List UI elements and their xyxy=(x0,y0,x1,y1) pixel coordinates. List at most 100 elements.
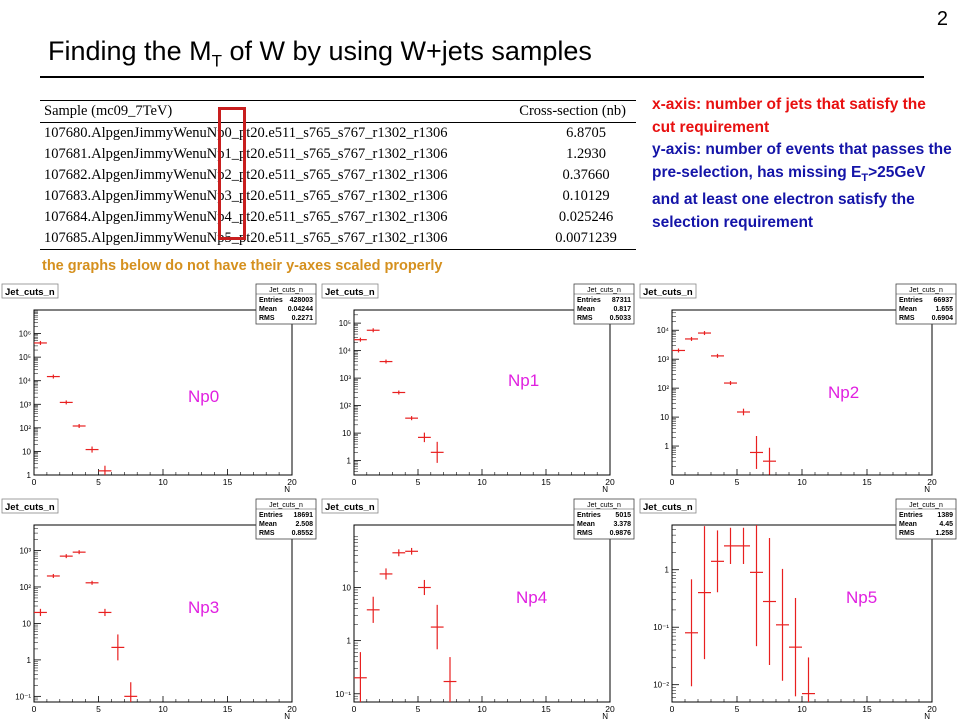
table-row: 107682.AlpgenJimmyWenuNp2_pt20.e511_s765… xyxy=(40,165,636,186)
data-point xyxy=(802,657,815,702)
x-tick-label: 0 xyxy=(670,477,675,487)
chart-title-text: Jet_cuts_n xyxy=(5,287,55,298)
xaxis-description: x-axis: number of jets that satisfy the … xyxy=(652,96,926,136)
data-point xyxy=(672,348,685,353)
yaxis-pre: y-axis: number of events that passes the… xyxy=(652,141,952,181)
stats-value: 5015 xyxy=(615,512,631,519)
data-point xyxy=(85,580,99,585)
stats-title: Jet_cuts_n xyxy=(909,287,943,294)
scaling-note: the graphs below do not have their y-axe… xyxy=(42,258,443,274)
chart-panel-np0: Jet_cuts_n Jet_cuts_n Entries 428003 Mean 0.0… xyxy=(0,282,318,493)
x-tick-label: 20 xyxy=(927,477,937,487)
title-suffix: of W by using W+jets samples xyxy=(221,36,592,66)
y-tick-label: 10⁴ xyxy=(657,326,670,335)
y-tick-label: 10⁵ xyxy=(339,319,351,328)
yaxis-description: y-axis: number of events that passes the… xyxy=(652,139,952,234)
data-point xyxy=(59,400,73,405)
stats-value: 0.8552 xyxy=(292,530,314,537)
data-point xyxy=(711,530,724,593)
y-tick-label: 1 xyxy=(665,566,670,575)
x-tick-label: 20 xyxy=(605,704,615,714)
chart-title: Jet_cuts_n xyxy=(639,498,697,514)
y-tick-label: 1 xyxy=(347,457,352,466)
table-body: 107680.AlpgenJimmyWenuNp0_pt20.e511_s765… xyxy=(40,123,636,250)
table-row: 107684.AlpgenJimmyWenuNp4_pt20.e511_s765… xyxy=(40,207,636,228)
y-tick-label: 10² xyxy=(19,424,31,433)
stats-value: 0.817 xyxy=(613,306,631,313)
y-tick-label: 10² xyxy=(657,384,669,393)
y-tick-label: 10⁻¹ xyxy=(15,692,31,701)
x-tick-label: 10 xyxy=(477,477,487,487)
sample-label: Np0 xyxy=(188,387,219,406)
chart-panel-np5: Jet_cuts_n Jet_cuts_n Entries 1389 Mean 4.45 R… xyxy=(638,497,958,720)
stats-key: Mean xyxy=(577,521,595,528)
stats-value: 3.378 xyxy=(613,521,631,528)
stats-value: 66937 xyxy=(934,297,954,304)
stats-title: Jet_cuts_n xyxy=(269,502,303,509)
x-tick-label: 15 xyxy=(862,477,872,487)
table-row: 107681.AlpgenJimmyWenuNp1_pt20.e511_s765… xyxy=(40,144,636,165)
stats-key: Mean xyxy=(259,306,277,313)
x-axis-label: N xyxy=(284,712,290,720)
stats-key: Entries xyxy=(899,297,923,304)
stats-value: 0.9876 xyxy=(610,530,632,537)
yaxis-post: >25GeV and at least one electron satisfy… xyxy=(652,163,926,231)
title-prefix: Finding the M xyxy=(48,36,212,66)
chart-title-text: Jet_cuts_n xyxy=(643,502,693,513)
stats-key: RMS xyxy=(899,530,915,537)
data-point xyxy=(98,608,112,617)
x-tick-label: 5 xyxy=(96,704,101,714)
stats-box: Jet_cuts_n Entries 66937 Mean 1.655 RMS 0.6904 xyxy=(895,283,957,325)
x-tick-label: 5 xyxy=(96,477,101,487)
x-tick-label: 10 xyxy=(797,704,807,714)
y-tick-label: 10 xyxy=(342,429,351,438)
y-tick-label: 1 xyxy=(27,471,32,480)
data-point xyxy=(85,446,99,453)
chart-panel-np1: Jet_cuts_n Jet_cuts_n Entries 87311 Mean 0.81… xyxy=(320,282,636,493)
stats-key: RMS xyxy=(577,530,593,537)
data-point xyxy=(72,550,86,555)
x-tick-label: 15 xyxy=(223,477,233,487)
sample-label: Np5 xyxy=(846,588,877,607)
yaxis-subscript: T xyxy=(861,171,869,184)
y-tick-label: 10 xyxy=(22,619,31,628)
y-tick-label: 10⁵ xyxy=(19,353,31,362)
stats-value: 18691 xyxy=(294,512,314,519)
chart-np2: Jet_cuts_n Jet_cuts_n Entries 66937 Mean 1.65… xyxy=(638,282,958,493)
axis-description: x-axis: number of jets that satisfy the … xyxy=(652,94,952,234)
data-point xyxy=(685,579,698,687)
y-tick-label: 1 xyxy=(27,656,32,665)
stats-key: Entries xyxy=(259,512,283,519)
data-point xyxy=(379,568,393,580)
y-tick-label: 10³ xyxy=(19,546,31,555)
data-point xyxy=(98,465,112,475)
data-point xyxy=(366,328,380,333)
sample-label: Np4 xyxy=(516,588,547,607)
x-axis-label: N xyxy=(924,712,930,720)
cross-section-value: 0.0071239 xyxy=(555,230,617,246)
stats-key: Mean xyxy=(899,306,917,313)
title-subscript: T xyxy=(211,51,222,71)
data-point xyxy=(366,596,380,623)
table-row: 107683.AlpgenJimmyWenuNp3_pt20.e511_s765… xyxy=(40,186,636,207)
y-tick-label: 1 xyxy=(665,442,670,451)
stats-key: RMS xyxy=(899,315,915,322)
data-point xyxy=(418,579,431,596)
data-point xyxy=(392,390,406,395)
table-row: 107680.AlpgenJimmyWenuNp0_pt20.e511_s765… xyxy=(40,123,636,144)
x-tick-label: 10 xyxy=(158,704,168,714)
stats-value: 1.258 xyxy=(935,530,953,537)
y-tick-label: 10 xyxy=(22,447,31,456)
data-point xyxy=(430,441,444,463)
x-tick-label: 5 xyxy=(735,477,740,487)
x-tick-label: 5 xyxy=(416,477,421,487)
chart-np3: Jet_cuts_n Jet_cuts_n Entries 18691 Mean 2.50… xyxy=(0,497,318,720)
chart-panel-np3: Jet_cuts_n Jet_cuts_n Entries 18691 Mean 2.50… xyxy=(0,497,318,720)
stats-value: 2.508 xyxy=(295,521,313,528)
chart-panel-np4: Jet_cuts_n Jet_cuts_n Entries 5015 Mean 3.378… xyxy=(320,497,636,720)
stats-key: RMS xyxy=(577,315,593,322)
header-sample: Sample (mc09_7TeV) xyxy=(44,103,173,119)
y-tick-label: 10³ xyxy=(339,374,351,383)
stats-key: Entries xyxy=(577,512,601,519)
